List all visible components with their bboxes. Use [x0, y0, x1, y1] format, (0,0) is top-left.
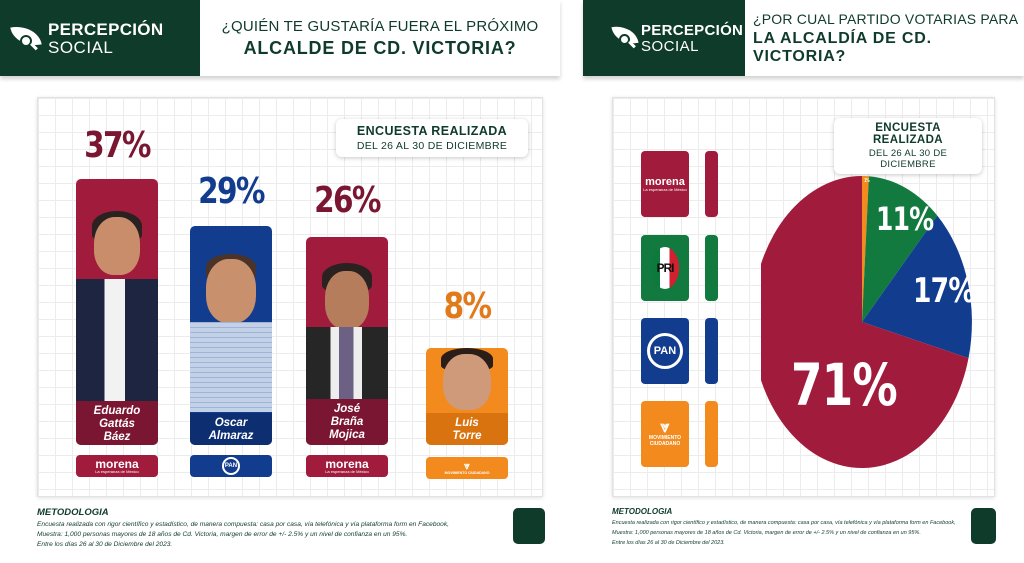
bar-chart-card: ENCUESTA REALIZADA DEL 26 AL 30 DE DICIE… [37, 97, 543, 497]
methodology-line: Muestra: 1,000 personas mayores de 18 añ… [612, 530, 921, 536]
survey-date-badge: ENCUESTA REALIZADA DEL 26 AL 30 DE DICIE… [336, 119, 528, 157]
methodology-note: METODOLOGIA Encuesta realizada con rigor… [612, 507, 956, 548]
methodology-line: Encuesta realizada con rigor científico … [37, 521, 449, 528]
brand-name: PERCEPCIÓN [641, 21, 744, 39]
question-line-2: LA ALCALDÍA DE CD. VICTORIA? [753, 29, 932, 65]
magnifier-leaf-logo-icon [611, 23, 639, 53]
candidate-bar-gattas: 37% Eduardo Gattás Báez morena La esperan… [76, 98, 158, 498]
methodology-line: Muestra: 1,000 personas mayores de 18 añ… [37, 531, 408, 538]
candidate-photo-bar: Eduardo Gattás Báez [76, 179, 158, 445]
party-poll-panel: PERCEPCIÓN SOCIAL ¿POR CUAL PARTIDO VOTA… [583, 0, 1024, 563]
question-title: ¿QUIÉN TE GUSTARÍA FUERA EL PRÓXIMO ALCA… [200, 0, 560, 76]
pie-label-mc: 1% [864, 178, 870, 184]
legend-logo-pri: PRI [641, 235, 689, 301]
badge-title: ENCUESTA REALIZADA [356, 124, 508, 138]
legend-swatch-movimiento-ciudadano [705, 401, 718, 467]
legend-swatch-morena [705, 151, 718, 217]
candidate-name: Eduardo Gattás Báez [76, 401, 158, 445]
question-line-1: ¿POR CUAL PARTIDO VOTARIAS PARA [753, 10, 1019, 27]
survey-date-badge: ENCUESTA REALIZADA DEL 26 AL 30 DE DICIE… [834, 118, 982, 174]
pie-label-pan: 17% [913, 271, 975, 311]
candidate-poll-panel: PERCEPCIÓN SOCIAL ¿QUIÉN TE GUSTARÍA FUE… [0, 0, 560, 550]
party-logo-morena: morena La esperanza de México [306, 455, 388, 477]
brand-square-icon [513, 508, 545, 544]
legend-swatch-pan [705, 318, 718, 384]
candidate-bar-brana: 26% José Braña Mojica morena La esperanza… [306, 98, 388, 498]
party-logo-movimiento-ciudadano: ⩔ MOVIMIENTO CIUDADANO [426, 457, 508, 479]
question-title: ¿POR CUAL PARTIDO VOTARIAS PARA LA ALCAL… [745, 0, 1024, 76]
pie-slice-pri [862, 176, 938, 322]
methodology-line: Entre los días 26 al 30 de Diciembre del… [612, 540, 725, 546]
methodology-title: METODOLOGIA [612, 507, 673, 516]
pie-label-pri: 11% [876, 200, 934, 238]
pie-slice-morena [751, 175, 969, 468]
party-logo-pan: PAN [190, 455, 272, 477]
party-logo-morena: morena La esperanza de México [76, 455, 158, 477]
brand-block: PERCEPCIÓN SOCIAL [583, 0, 745, 76]
candidate-percent: 29% [198, 171, 265, 212]
candidate-name: Luis Torre [426, 413, 508, 445]
candidate-name: Oscar Almaraz [190, 413, 272, 445]
candidate-percent: 37% [84, 125, 151, 166]
methodology-title: METODOLOGIA [37, 507, 109, 518]
legend-logo-pan: PAN [641, 318, 689, 384]
brand-square-icon [971, 508, 996, 544]
pie-label-morena: 71% [791, 351, 898, 419]
header: PERCEPCIÓN SOCIAL ¿POR CUAL PARTIDO VOTA… [583, 0, 1024, 76]
badge-dates: DEL 26 AL 30 DE DICIEMBRE [868, 148, 948, 170]
candidate-percent: 26% [314, 180, 381, 221]
brand-block: PERCEPCIÓN SOCIAL [0, 0, 200, 76]
candidate-photo-bar: José Braña Mojica [306, 237, 388, 445]
question-line-1: ¿QUIÉN TE GUSTARÍA FUERA EL PRÓXIMO [221, 17, 539, 35]
party-pie-chart: 11% 17% 71% 1% [751, 175, 983, 468]
pie-slice-pan [862, 215, 972, 359]
methodology-note: METODOLOGIA Encuesta realizada con rigor… [37, 507, 449, 550]
methodology-line: Encuesta realizada con rigor científico … [612, 520, 956, 526]
candidate-photo-bar: Luis Torre [426, 348, 508, 445]
brand-name-sub: SOCIAL [641, 37, 700, 55]
magnifier-leaf-logo-icon [10, 22, 42, 53]
brand-name-sub: SOCIAL [48, 37, 114, 57]
candidate-name: José Braña Mojica [306, 399, 388, 445]
candidate-bar-almaraz: 29% Oscar Almaraz PAN [190, 98, 272, 498]
header: PERCEPCIÓN SOCIAL ¿QUIÉN TE GUSTARÍA FUE… [0, 0, 560, 76]
legend-logo-movimiento-ciudadano: ⩔ MOVIMIENTO CIUDADANO [641, 401, 689, 467]
candidate-photo-bar: Oscar Almaraz [190, 226, 272, 445]
brand-name: PERCEPCIÓN [48, 19, 164, 39]
legend-swatch-pri [705, 235, 718, 301]
candidate-bar-torre: 8% Luis Torre ⩔ MOVIMIENTO CIUDADANO [426, 98, 508, 498]
pie-chart-card: ENCUESTA REALIZADA DEL 26 AL 30 DE DICIE… [612, 97, 995, 497]
badge-dates: DEL 26 AL 30 DE DICIEMBRE [356, 140, 508, 152]
legend-logo-morena: morena La esperanza de México [641, 151, 689, 217]
candidate-percent: 8% [443, 286, 492, 327]
pie-slice-mc [862, 175, 869, 322]
methodology-line: Entre los días 26 al 30 de Diciembre del… [37, 541, 173, 548]
badge-title: ENCUESTA REALIZADA [872, 122, 944, 146]
question-line-2: ALCALDE DE CD. VICTORIA? [243, 37, 517, 58]
